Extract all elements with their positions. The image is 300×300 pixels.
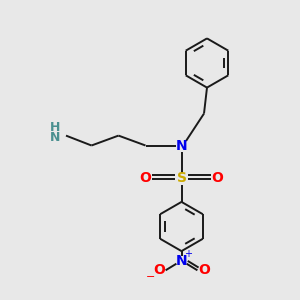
Text: S: S: [176, 172, 187, 185]
Text: N: N: [50, 130, 61, 144]
Text: O: O: [198, 263, 210, 277]
Text: H: H: [50, 121, 61, 134]
Text: O: O: [140, 172, 152, 185]
Text: N: N: [176, 254, 187, 268]
Text: N: N: [176, 139, 187, 152]
Text: +: +: [184, 249, 192, 259]
Text: −: −: [146, 272, 155, 282]
Text: O: O: [212, 172, 224, 185]
Text: O: O: [153, 263, 165, 277]
